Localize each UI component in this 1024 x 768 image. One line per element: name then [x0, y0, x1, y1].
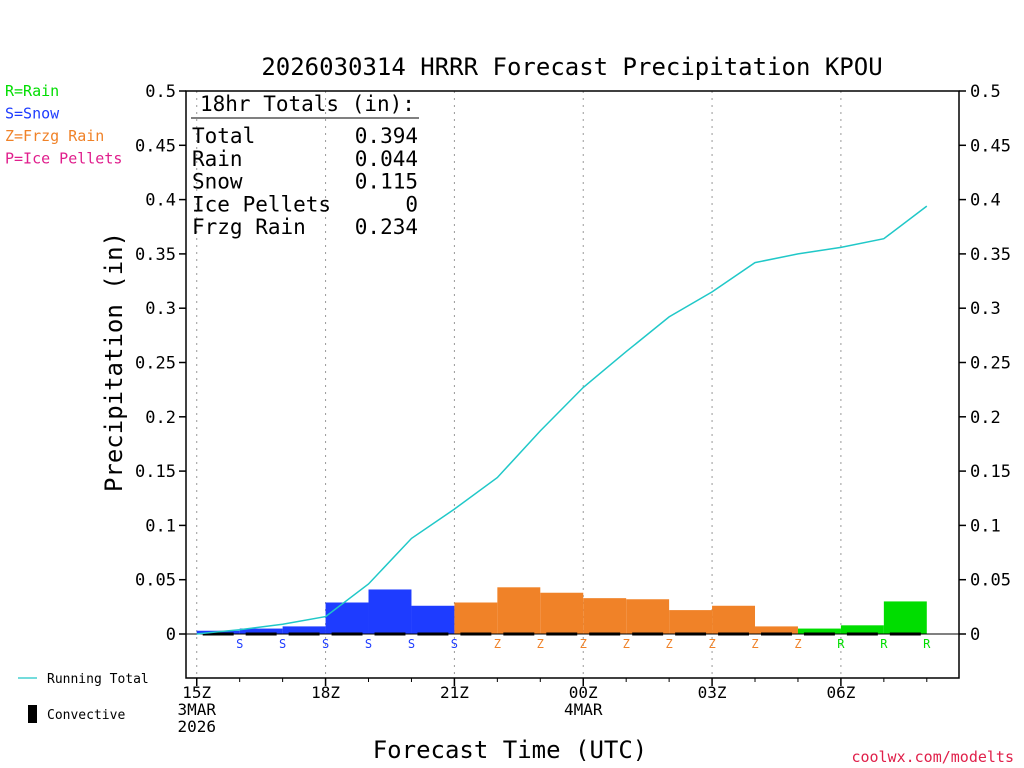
- xtick-label: 2026: [177, 717, 216, 736]
- ytick-label-right: 0.3: [970, 299, 1001, 319]
- ytick-label-right: 0.4: [970, 191, 1001, 211]
- y-axis-left: 0 0.05 0.1 0.15 0.2 0.25 0.3 0.35 0.4 0.45 0.5: [135, 82, 186, 645]
- ytick-label-left: 0.4: [145, 191, 176, 211]
- totals-box: 18hr Totals (in): Total 0.394 Rain 0.044 Sno…: [191, 92, 419, 239]
- hourly-bars: [184, 587, 959, 635]
- legend-label-convective: Convective: [47, 708, 125, 723]
- chart-title: 2026030314 HRRR Forecast Precipitation K…: [261, 53, 882, 81]
- type-letter-32: R: [923, 637, 931, 651]
- legend-label-running-total: Running Total: [47, 672, 149, 687]
- legend-item-z: Z=Frzg Rain: [5, 127, 104, 145]
- ytick-label-left: 0.2: [145, 408, 176, 428]
- y-axis-label: Precipitation (in): [100, 232, 128, 492]
- legend-item-p: P=Ice Pellets: [5, 150, 122, 168]
- type-letter-27: Z: [708, 637, 715, 651]
- ytick-label-right: 0.05: [970, 571, 1011, 591]
- totals-label-rain: Rain: [192, 147, 243, 171]
- type-letter-29: Z: [794, 637, 801, 651]
- ytick-label-left: 0.1: [145, 516, 176, 536]
- type-letter-23: Z: [537, 637, 544, 651]
- totals-heading: 18hr Totals (in):: [200, 92, 415, 116]
- ytick-label-left: 0.05: [135, 571, 176, 591]
- plot-frame: [185, 90, 960, 679]
- totals-value-ice-pellets: 0: [405, 192, 418, 216]
- ytick-label-left: 0.35: [135, 245, 176, 265]
- bar-hour-19: [325, 602, 369, 634]
- bar-hour-25: [583, 598, 627, 634]
- xtick-label: 18Z: [311, 683, 340, 702]
- type-letter-31: R: [880, 637, 888, 651]
- type-letter-20: S: [408, 637, 415, 651]
- ytick-label-right: 0.35: [970, 245, 1011, 265]
- xtick-label: 21Z: [440, 683, 469, 702]
- x-axis-label: Forecast Time (UTC): [373, 736, 648, 764]
- bar-hour-18: [282, 626, 326, 634]
- ytick-label-right: 0.2: [970, 408, 1001, 428]
- totals-value-frzg-rain: 0.234: [355, 215, 418, 239]
- totals-label-frzg-rain: Frzg Rain: [192, 215, 306, 239]
- type-letter-22: Z: [494, 637, 501, 651]
- bar-hour-22: [454, 602, 498, 634]
- bar-hour-23: [497, 587, 541, 634]
- ytick-label-left: 0.3: [145, 299, 176, 319]
- legend-swatch-convective: [28, 705, 37, 723]
- legend-item-s: S=Snow: [5, 105, 60, 123]
- xtick-label: 3MAR: [177, 700, 216, 719]
- bar-hour-20: [368, 589, 412, 634]
- ytick-label-right: 0.1: [970, 516, 1001, 536]
- ytick-label-right: 0.45: [970, 136, 1011, 156]
- xtick-label: 15Z: [182, 683, 211, 702]
- totals-label-total: Total: [192, 124, 255, 148]
- type-letter-19: S: [365, 637, 372, 651]
- totals-value-rain: 0.044: [355, 147, 418, 171]
- bar-hour-24: [540, 592, 584, 634]
- ytick-label-left: 0.5: [145, 82, 176, 102]
- bar-hour-32: [883, 601, 927, 634]
- ytick-label-right: 0.15: [970, 462, 1011, 482]
- type-letter-24: Z: [580, 637, 587, 651]
- bar-hour-21: [411, 605, 455, 634]
- bar-hour-17: [239, 628, 283, 634]
- type-letter-18: S: [322, 637, 329, 651]
- bar-hour-26: [626, 599, 670, 634]
- ytick-label-left: 0.15: [135, 462, 176, 482]
- xtick-label: 4MAR: [564, 700, 603, 719]
- running-total-line: [196, 205, 928, 635]
- legend-item-r: R=Rain: [5, 82, 59, 100]
- ytick-label-left: 0.25: [135, 354, 176, 374]
- type-letter-26: Z: [666, 637, 673, 651]
- credit-text: coolwx.com/modelts: [851, 748, 1014, 766]
- bar-hour-28: [712, 605, 756, 634]
- type-letter-28: Z: [751, 637, 758, 651]
- type-letter-30: R: [837, 637, 845, 651]
- totals-label-snow: Snow: [192, 170, 243, 194]
- xtick-label: 03Z: [698, 683, 727, 702]
- bar-hour-29: [755, 626, 798, 634]
- type-letter-17: S: [279, 637, 286, 651]
- bottom-legend: Running Total Convective: [18, 672, 149, 723]
- precip-type-legend: R=Rain S=Snow Z=Frzg Rain P=Ice Pellets: [5, 82, 122, 168]
- type-letter-25: Z: [623, 637, 630, 651]
- ytick-label-left: 0.45: [135, 136, 176, 156]
- y-axis-right: 0 0.05 0.1 0.15 0.2 0.25 0.3 0.35 0.4 0.45 0.5: [959, 82, 1011, 645]
- type-letter-16: S: [236, 637, 243, 651]
- totals-value-snow: 0.115: [355, 170, 418, 194]
- xtick-label: 06Z: [826, 683, 855, 702]
- bar-hour-31: [840, 625, 884, 634]
- totals-label-ice-pellets: Ice Pellets: [192, 192, 331, 216]
- ytick-label-right: 0: [970, 625, 980, 645]
- bar-hour-30: [797, 628, 841, 634]
- ytick-label-left: 0: [166, 625, 176, 645]
- ytick-label-right: 0.5: [970, 82, 1001, 102]
- ytick-label-right: 0.25: [970, 354, 1011, 374]
- xtick-label: 00Z: [569, 683, 598, 702]
- totals-value-total: 0.394: [355, 124, 418, 148]
- bar-hour-27: [669, 610, 713, 634]
- type-letter-21: S: [451, 637, 458, 651]
